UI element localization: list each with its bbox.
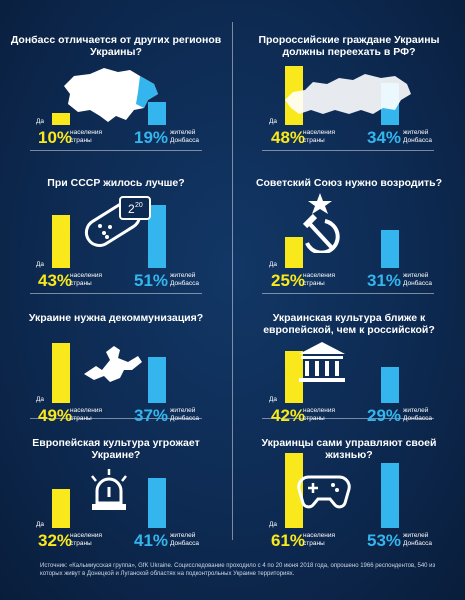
category-label-country: населения страны bbox=[70, 532, 103, 547]
bar-country bbox=[52, 342, 70, 403]
value-label-donbass: 29% bbox=[367, 406, 402, 425]
bar-donbass bbox=[148, 477, 166, 528]
yes-label: Да bbox=[36, 261, 45, 268]
value-label-country: 61% bbox=[271, 531, 306, 550]
yes-label: Да bbox=[269, 396, 278, 403]
category-label-donbass: жителей Донбасса bbox=[403, 272, 432, 287]
category-label-country: населения страны bbox=[303, 532, 336, 547]
chart-title: Украинцы сами управляют своей жизнью? bbox=[261, 437, 437, 461]
row-divider bbox=[30, 293, 202, 294]
yes-label: Да bbox=[269, 118, 278, 125]
chart-panel: При СССР жилось лучше? 43% 51% Да населе… bbox=[0, 165, 232, 293]
bar-donbass bbox=[148, 101, 166, 125]
row-divider bbox=[30, 150, 202, 151]
yes-label: Да bbox=[36, 521, 45, 528]
category-label-donbass: жителей Донбасса bbox=[170, 129, 199, 144]
bar-donbass bbox=[381, 462, 399, 528]
category-label-donbass: жителей Донбасса bbox=[170, 532, 199, 547]
yes-label: Да bbox=[36, 396, 45, 403]
category-label-country: населения страны bbox=[70, 407, 103, 422]
chart-title: Европейская культура угрожает Украине? bbox=[32, 437, 200, 461]
category-label-donbass: жителей Донбасса bbox=[403, 129, 432, 144]
gamepad-icon bbox=[297, 475, 351, 509]
category-label-donbass: жителей Донбасса bbox=[403, 407, 432, 422]
bar-country bbox=[52, 215, 70, 268]
bar-donbass bbox=[381, 229, 399, 268]
chart-title: Украине нужна декоммунизация? bbox=[28, 312, 204, 324]
vertical-divider bbox=[232, 22, 233, 540]
museum-icon bbox=[299, 342, 345, 382]
value-label-country: 42% bbox=[271, 406, 306, 425]
value-label-country: 43% bbox=[38, 271, 73, 290]
chart-title: Пророссийские граждане Украины должны пе… bbox=[258, 34, 440, 58]
value-label-donbass: 53% bbox=[367, 531, 402, 550]
yes-label: Да bbox=[36, 118, 45, 125]
source-note: Источник: «Кальмиусская группа», GfK Ukr… bbox=[40, 563, 436, 577]
row-divider bbox=[262, 150, 434, 151]
bar-country bbox=[52, 488, 70, 528]
bar-country bbox=[285, 351, 303, 403]
value-label-donbass: 34% bbox=[367, 128, 402, 147]
value-label-donbass: 37% bbox=[134, 406, 169, 425]
category-label-country: населения страны bbox=[303, 407, 336, 422]
bar-donbass bbox=[148, 205, 166, 268]
hammer-sickle-star-icon bbox=[302, 193, 340, 253]
category-label-country: населения страны bbox=[70, 129, 103, 144]
chart-panel: Украине нужна декоммунизация? 49% 37% Да… bbox=[0, 300, 232, 428]
bar-donbass bbox=[148, 357, 166, 403]
chart-title: Донбасс отличается от других регионов Ук… bbox=[10, 34, 222, 58]
chart-panel: Пророссийские граждане Украины должны пе… bbox=[233, 22, 465, 150]
category-label-country: населения страны bbox=[70, 272, 103, 287]
chart-title: При СССР жилось лучше? bbox=[47, 177, 185, 189]
row-divider bbox=[262, 293, 434, 294]
value-label-donbass: 31% bbox=[367, 271, 402, 290]
chart-panel: Советский Союз нужно возродить? 25% 31% … bbox=[233, 165, 465, 293]
value-label-country: 10% bbox=[38, 128, 73, 147]
chart-panel: Донбасс отличается от других регионов Ук… bbox=[0, 22, 232, 150]
value-label-donbass: 51% bbox=[134, 271, 169, 290]
yes-label: Да bbox=[269, 521, 278, 528]
chart-title: Украинская культура ближе к европейской,… bbox=[263, 312, 435, 336]
fallen-statue-icon bbox=[84, 346, 142, 382]
chart-panel: Украинцы сами управляют своей жизнью? 61… bbox=[233, 425, 465, 553]
value-label-country: 48% bbox=[271, 128, 306, 147]
value-label-donbass: 19% bbox=[134, 128, 169, 147]
russia-map-icon bbox=[285, 74, 411, 114]
sausage-price-icon: 2 20 bbox=[84, 196, 151, 247]
price-tag-cents: 20 bbox=[135, 202, 143, 209]
bar-donbass bbox=[381, 367, 399, 403]
bar-country bbox=[285, 452, 303, 528]
row-divider bbox=[262, 418, 434, 419]
value-label-country: 49% bbox=[38, 406, 73, 425]
category-label-donbass: жителей Донбасса bbox=[170, 272, 199, 287]
bar-country bbox=[285, 237, 303, 268]
bar-country bbox=[52, 112, 70, 125]
chart-panel: Европейская культура угрожает Украине? 3… bbox=[0, 425, 232, 553]
yes-label: Да bbox=[269, 261, 278, 268]
category-label-country: населения страны bbox=[303, 129, 336, 144]
chart-title: Советский Союз нужно возродить? bbox=[255, 177, 443, 189]
value-label-donbass: 41% bbox=[134, 531, 169, 550]
ukraine-map-icon bbox=[64, 68, 158, 122]
category-label-donbass: жителей Донбасса bbox=[170, 407, 199, 422]
value-label-country: 32% bbox=[38, 531, 73, 550]
category-label-donbass: жителей Донбасса bbox=[403, 532, 432, 547]
value-label-country: 25% bbox=[271, 271, 306, 290]
row-divider bbox=[30, 418, 202, 419]
category-label-country: населения страны bbox=[303, 272, 336, 287]
price-tag-value: 2 bbox=[128, 202, 135, 216]
chart-panel: Украинская культура ближе к европейской,… bbox=[233, 300, 465, 428]
alarm-siren-icon bbox=[91, 469, 127, 510]
